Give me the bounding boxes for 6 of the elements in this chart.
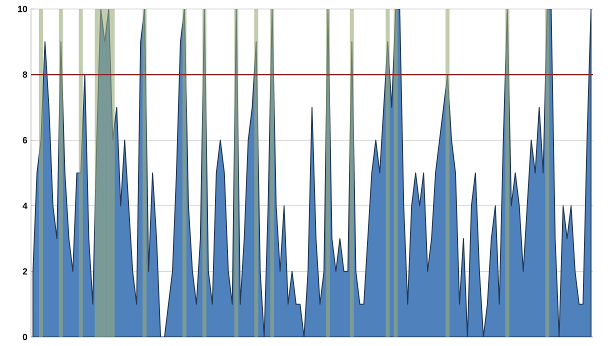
y-tick-label: 8 bbox=[22, 71, 28, 78]
y-tick-label: 2 bbox=[22, 268, 28, 275]
y-tick-label: 10 bbox=[18, 6, 28, 12]
y-tick-label: 6 bbox=[22, 137, 28, 144]
y-tick-label: 4 bbox=[22, 202, 28, 209]
y-tick-label: 0 bbox=[22, 334, 28, 340]
